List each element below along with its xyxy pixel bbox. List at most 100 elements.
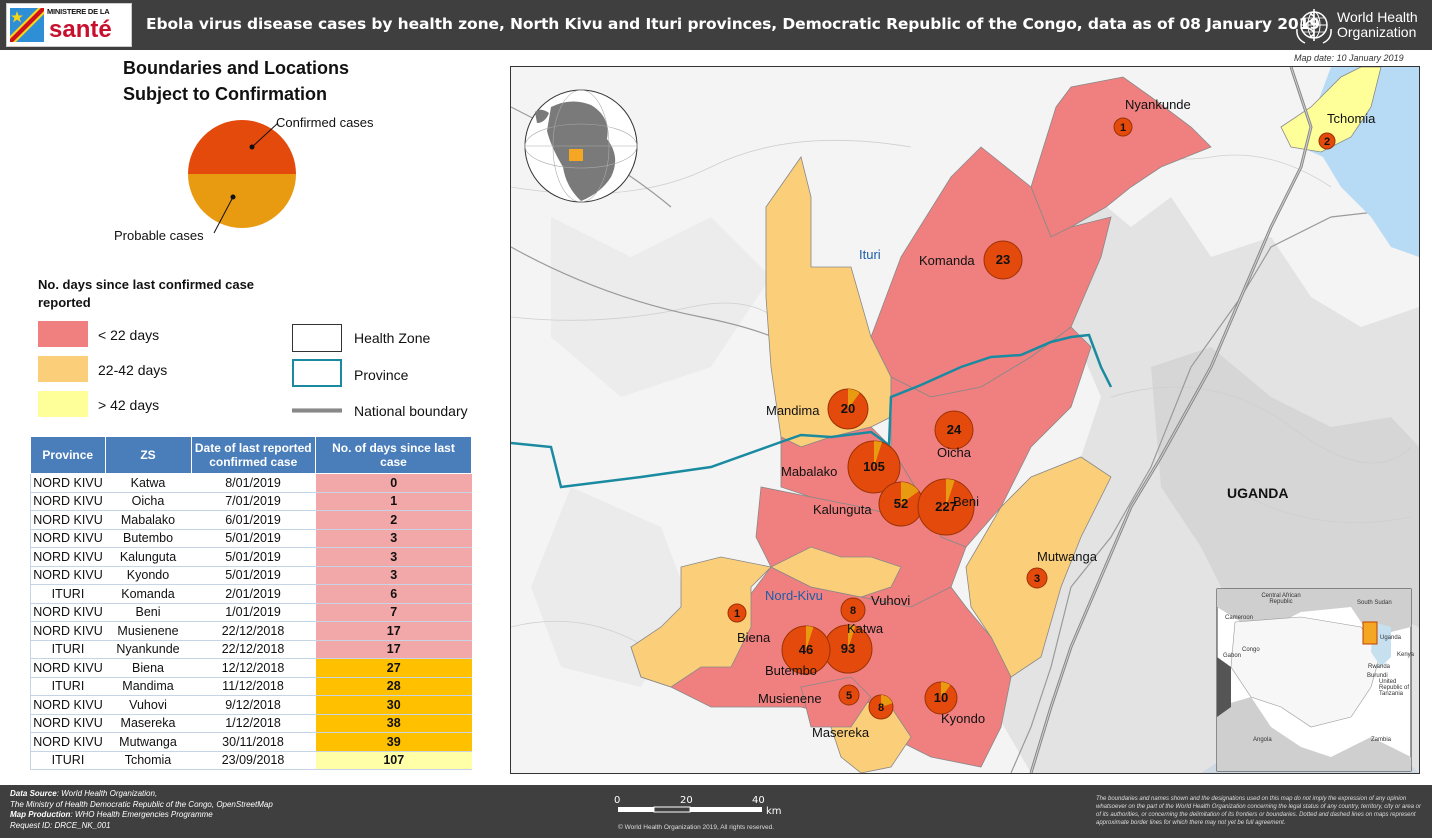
table-row: ITURI Komanda 2/01/2019 6: [30, 584, 472, 604]
inset-label: Gabon: [1223, 653, 1242, 659]
table-row: NORD KIVU Mutwanga 30/11/2018 39: [30, 732, 472, 752]
case-marker-komanda[interactable]: 23 Komanda: [919, 240, 1023, 280]
cell-zs: Mutwanga: [105, 732, 191, 752]
cell-zs: Beni: [105, 603, 191, 622]
swatch-gt42: [38, 391, 88, 417]
probable-slice: [946, 479, 955, 507]
case-count: 20: [841, 401, 855, 416]
inset-map: [1216, 588, 1412, 772]
national-boundary-swatch: [292, 408, 342, 413]
cell-province: NORD KIVU: [30, 566, 105, 585]
production-label: Map Production: [10, 810, 71, 819]
inset-label: Zambia: [1371, 737, 1392, 743]
case-marker-kyondo[interactable]: 10 Kyondo: [924, 681, 985, 726]
case-count: 1: [734, 608, 740, 620]
case-marker-mandima[interactable]: 20 Mandima: [766, 388, 869, 430]
case-marker-mabalako[interactable]: 105 Mabalako: [781, 440, 901, 494]
cell-date: 1/12/2018: [191, 714, 316, 733]
pie-legend: Confirmed cases Probable cases: [100, 110, 400, 250]
map-frame[interactable]: 1 Nyankunde 2 Tchomia 23 Komanda 20 Mandima 24 Oi…: [510, 66, 1420, 774]
cell-date: 2/01/2019: [191, 584, 316, 604]
days-legend-title: No. days since last confirmed case repor…: [38, 277, 255, 310]
cell-province: ITURI: [30, 751, 105, 770]
scale-40: 40: [752, 795, 765, 806]
probable-slice: [881, 695, 893, 707]
zone-label: Beni: [953, 494, 979, 509]
health-zone-swatch: [292, 324, 342, 352]
case-marker-kalunguta[interactable]: 52 Kalunguta: [813, 481, 924, 527]
cell-date: 9/12/2018: [191, 695, 316, 715]
case-marker-oicha[interactable]: 24 Oicha: [934, 410, 974, 460]
case-marker-mutwanga[interactable]: 3 Mutwanga: [1026, 549, 1098, 589]
inset-label: Cameroon: [1225, 615, 1254, 621]
table-row: ITURI Tchomia 23/09/2018 107: [30, 751, 472, 770]
cell-days: 7: [315, 603, 472, 622]
scale-0: 0: [614, 795, 621, 806]
cell-zs: Oicha: [105, 492, 191, 511]
cell-date: 7/01/2019: [191, 492, 316, 511]
case-count: 1: [1120, 122, 1126, 134]
th-province: Province: [30, 436, 106, 474]
province-swatch: [292, 359, 342, 387]
cell-province: NORD KIVU: [30, 658, 105, 678]
table-row: NORD KIVU Mabalako 6/01/2019 2: [30, 510, 472, 530]
th-zs: ZS: [104, 436, 192, 474]
cell-zs: Katwa: [105, 473, 191, 493]
pie-label-confirmed: Confirmed cases: [276, 115, 374, 130]
cell-date: 30/11/2018: [191, 732, 316, 752]
request-id: Request ID: DRCE_NK_001: [10, 820, 111, 830]
cell-zs: Mandima: [105, 677, 191, 696]
inset-label: Rwanda: [1368, 664, 1391, 670]
case-marker-nyankunde[interactable]: 1 Nyankunde: [1113, 97, 1191, 137]
swatch-22-42: [38, 356, 88, 382]
cell-province: NORD KIVU: [30, 510, 105, 530]
legend-title: Boundaries and Locations Subject to Conf…: [123, 55, 349, 107]
table-row: NORD KIVU Vuhovi 9/12/2018 30: [30, 695, 472, 715]
case-count: 3: [1034, 573, 1040, 585]
case-marker-biena[interactable]: 1 Biena: [727, 603, 771, 645]
case-count: 10: [934, 690, 948, 705]
cell-date: 1/01/2019: [191, 603, 316, 622]
cell-province: ITURI: [30, 677, 105, 696]
cell-province: NORD KIVU: [30, 547, 105, 567]
cell-province: NORD KIVU: [30, 714, 105, 733]
production-text: : WHO Health Emergencies Programme: [70, 810, 213, 819]
cell-zs: Butembo: [105, 529, 191, 548]
cell-zs: Nyankunde: [105, 640, 191, 659]
zone-label: Musienene: [758, 691, 822, 706]
case-count: 227: [935, 499, 957, 514]
probable-slice: [848, 389, 860, 409]
case-count: 24: [947, 422, 962, 437]
cell-zs: Komanda: [105, 584, 191, 604]
swatch-gt42-label: > 42 days: [98, 397, 160, 413]
zone-label: Tchomia: [1327, 111, 1376, 126]
case-marker-butembo[interactable]: 46 Butembo: [765, 625, 831, 678]
cell-date: 5/01/2019: [191, 529, 316, 548]
cell-zs: Musienene: [105, 621, 191, 641]
case-marker-tchomia[interactable]: 2 Tchomia: [1318, 111, 1376, 150]
inset-label: Central African Republic: [1261, 593, 1301, 605]
source-label: Data Source: [10, 789, 57, 798]
inset-label: Angola: [1253, 737, 1272, 743]
cell-days: 2: [315, 510, 472, 530]
case-count: 2: [1324, 136, 1330, 148]
case-marker-katwa[interactable]: 93 Katwa: [823, 621, 884, 674]
probable-slice: [941, 682, 951, 698]
cell-zs: Biena: [105, 658, 191, 678]
case-marker-musienene[interactable]: 5 Musienene: [758, 684, 860, 706]
table-row: ITURI Nyankunde 22/12/2018 17: [30, 640, 472, 659]
probable-slice: [874, 441, 883, 467]
footer-bar: Data Source: World Health Organization, …: [0, 785, 1432, 838]
zone-label: Mutwanga: [1037, 549, 1098, 564]
cell-date: 23/09/2018: [191, 751, 316, 770]
who-line2: Organization: [1337, 24, 1417, 40]
cell-date: 22/12/2018: [191, 640, 316, 659]
pie-probable-half: [188, 174, 296, 228]
cell-days: 27: [315, 658, 472, 678]
th-days: No. of days since last case: [315, 436, 472, 474]
case-marker-masereka[interactable]: 8 Masereka: [812, 694, 894, 740]
copyright: © World Health Organization 2019, All ri…: [618, 824, 775, 831]
cell-zs: Vuhovi: [105, 695, 191, 715]
case-marker-vuhovi[interactable]: 8 Vuhovi: [840, 593, 910, 623]
